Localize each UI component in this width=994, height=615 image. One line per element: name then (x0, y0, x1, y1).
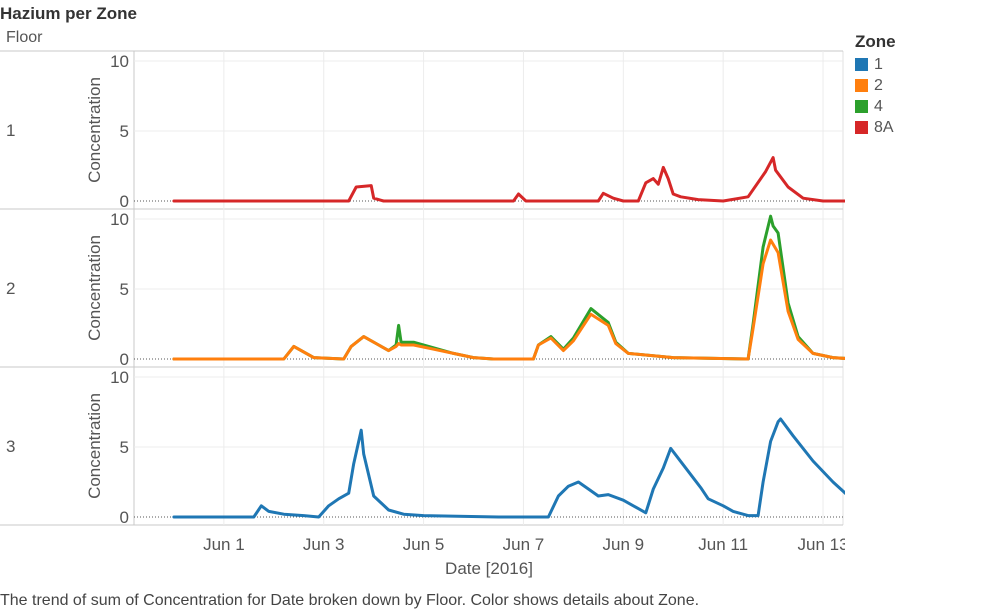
legend-swatch (855, 58, 868, 71)
x-axis-title: Date [2016] (445, 559, 533, 578)
facet-label: 2 (6, 279, 15, 298)
y-tick-label: 0 (120, 350, 129, 369)
legend-label: 1 (874, 55, 883, 73)
chart-title: Hazium per Zone (0, 4, 137, 23)
y-tick-label: 5 (120, 280, 129, 299)
legend-label: 2 (874, 76, 883, 94)
legend-swatch (855, 79, 868, 92)
y-axis-title: Concentration (85, 235, 104, 341)
x-tick-label: Jun 13 (798, 535, 845, 554)
y-axis-title: Concentration (85, 393, 104, 499)
y-tick-label: 10 (110, 210, 129, 229)
legend-item-zone-8a[interactable]: 8A (855, 117, 896, 138)
facet-label: 1 (6, 121, 15, 140)
facet-header-floor: Floor (6, 29, 43, 46)
facet-floor-3: 0 5 10 Concentration 3 (6, 367, 845, 527)
legend: Zone 1 2 4 8A (855, 32, 896, 138)
facet-label: 3 (6, 437, 15, 456)
facet-floor-2: 0 5 10 Concentration 2 (6, 209, 845, 369)
legend-label: 8A (874, 118, 894, 136)
x-tick-label: Jun 1 (203, 535, 245, 554)
legend-item-zone-4[interactable]: 4 (855, 96, 896, 117)
legend-label: 4 (874, 97, 883, 115)
y-tick-label: 10 (110, 368, 129, 387)
chart-caption: The trend of sum of Concentration for Da… (0, 592, 700, 609)
legend-swatch (855, 100, 868, 113)
x-tick-label: Jun 7 (503, 535, 545, 554)
y-tick-label: 5 (120, 122, 129, 141)
y-tick-label: 5 (120, 438, 129, 457)
series-line-zone-8a (172, 156, 845, 203)
series-line-zone-2 (172, 238, 845, 361)
y-tick-label: 0 (120, 508, 129, 527)
legend-title: Zone (855, 32, 896, 51)
x-tick-label: Jun 11 (698, 535, 748, 554)
chart-plot[interactable]: 0510Concentration10510Concentration20510… (0, 0, 845, 585)
y-axis-title: Concentration (85, 77, 104, 183)
y-tick-label: 0 (120, 192, 129, 211)
legend-item-zone-1[interactable]: 1 (855, 54, 896, 75)
x-tick-label: Jun 9 (603, 535, 645, 554)
legend-swatch (855, 121, 868, 134)
x-tick-label: Jun 3 (303, 535, 345, 554)
x-tick-label: Jun 5 (403, 535, 445, 554)
series-line-zone-1 (172, 417, 845, 519)
y-tick-label: 10 (110, 52, 129, 71)
series-line-zone-4 (172, 214, 845, 361)
legend-item-zone-2[interactable]: 2 (855, 75, 896, 96)
facet-floor-1: 0 5 10 Concentration 1 (6, 51, 845, 211)
